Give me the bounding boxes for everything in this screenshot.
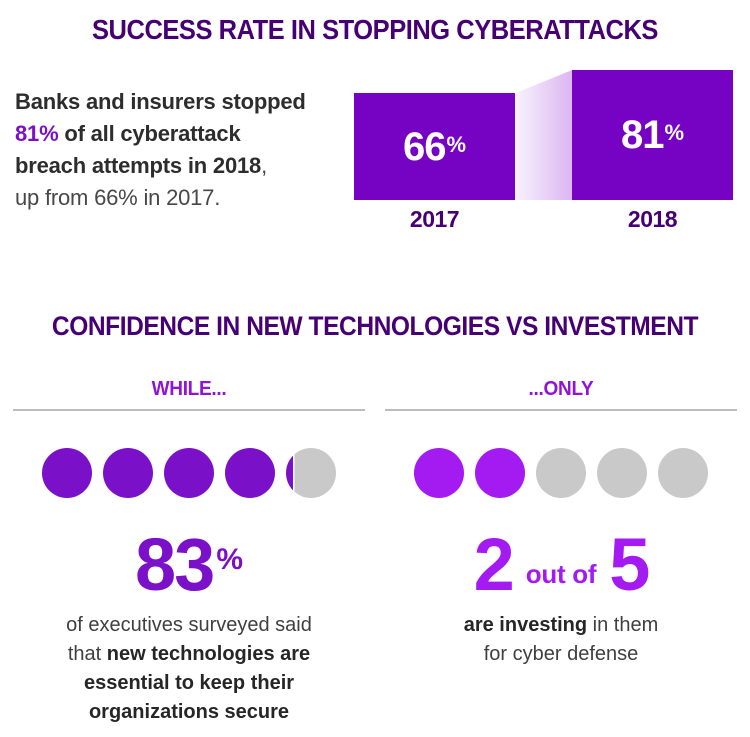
progress-dot [225, 448, 275, 498]
dot-row-right [385, 448, 737, 498]
caption-left-line-3: essential to keep their [83, 672, 295, 694]
progress-dot [475, 448, 525, 498]
caption-right: are investing in them for cyber defense [385, 611, 737, 669]
intro-line-1: Banks and insurers stopped [15, 89, 306, 114]
caption-left-line-1: of executives surveyed said [66, 614, 312, 636]
only-label: ...ONLY [528, 378, 594, 400]
progress-dot [658, 448, 708, 498]
progress-dot [42, 448, 92, 498]
caption-left-line-2: that new technologies are [67, 643, 311, 665]
progress-dot [597, 448, 647, 498]
progress-dot [536, 448, 586, 498]
stat-83-percent: 83% [135, 523, 243, 606]
bar-2017-value: 66% [402, 124, 467, 169]
divider-left [13, 409, 365, 411]
progress-dot [414, 448, 464, 498]
bar-label-2018: 2018 [627, 206, 678, 232]
percent-sign: % [216, 543, 243, 576]
intro-highlight-81: 81% [15, 121, 59, 146]
section1-title: SUCCESS RATE IN STOPPING CYBERATTACKS [92, 14, 658, 45]
bar-2018: 81% [572, 70, 733, 200]
intro-line-2: 81% of all cyberattack [15, 121, 241, 146]
column-only: ...ONLY 2 out of 5 are investing in them f… [385, 377, 737, 669]
divider-right [385, 409, 737, 411]
progress-dot [103, 448, 153, 498]
section2-title: CONFIDENCE IN NEW TECHNOLOGIES VS INVEST… [51, 311, 699, 341]
intro-line-4: up from 66% in 2017. [15, 185, 221, 210]
percent-sign: % [664, 120, 685, 145]
stat-2-out-of-5: 2 out of 5 [473, 523, 651, 606]
percent-sign: % [446, 131, 467, 157]
intro-line-3: breach attempts in 2018, [15, 153, 267, 178]
caption-right-line-2: for cyber defense [483, 643, 639, 665]
progress-dot [164, 448, 214, 498]
intro-text: Banks and insurers stopped 81% of all cy… [15, 86, 350, 214]
while-label: WHILE... [151, 378, 227, 400]
caption-left: of executives surveyed said that new tec… [13, 611, 365, 727]
bar-connector-shape [515, 70, 572, 200]
bar-2017: 66% [354, 93, 515, 200]
bar-2018-value: 81% [620, 113, 685, 157]
column-while: WHILE... 83% of executives surveyed said… [13, 377, 365, 727]
caption-left-line-4: organizations secure [88, 701, 290, 723]
dot-row-left [13, 448, 365, 498]
progress-dot [286, 448, 336, 498]
bar-label-2017: 2017 [409, 206, 460, 232]
caption-right-line-1: are investing in them [463, 614, 659, 636]
